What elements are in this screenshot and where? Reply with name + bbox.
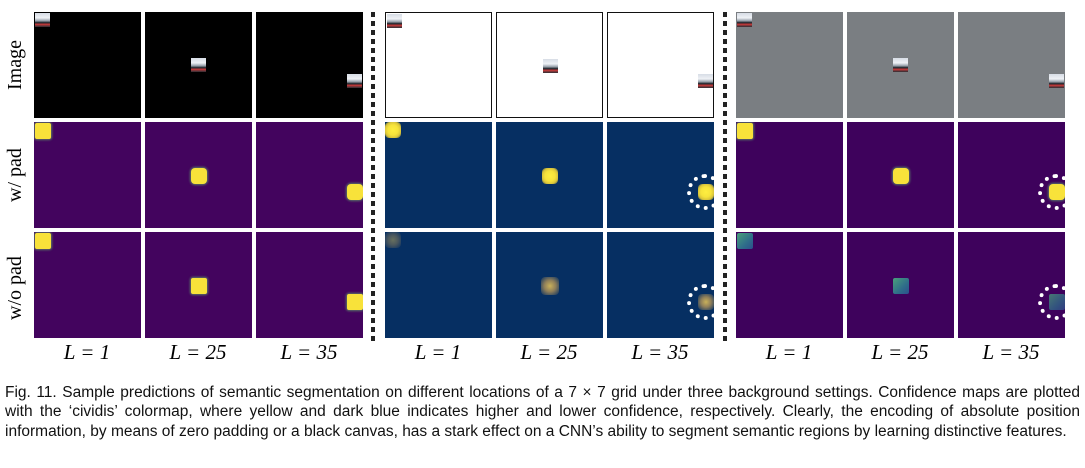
prediction-blob: [893, 168, 909, 184]
prediction-blob: [35, 123, 51, 139]
column-label: L = 1: [765, 340, 813, 364]
dotted-separator: [371, 12, 375, 344]
map-gray-nopad-L25: [847, 232, 954, 338]
highlight-circle: [687, 174, 714, 210]
map-black-pad-L1: [34, 122, 141, 228]
map-gray-pad-L35: [958, 122, 1065, 228]
column-label: L = 35: [631, 340, 689, 364]
column-label: L = 25: [520, 340, 578, 364]
row-label-without-pad: w/o pad: [4, 256, 26, 320]
column-label: L = 1: [63, 340, 111, 364]
prediction-blob: [737, 233, 753, 249]
map-gray-nopad-L35: [958, 232, 1065, 338]
highlight-circle: [1038, 284, 1065, 320]
row-label-with-pad: w/ pad: [4, 148, 26, 202]
map-white-pad-L1: [385, 122, 492, 228]
map-white-nopad-L35: [607, 232, 714, 338]
column-label: L = 35: [982, 340, 1040, 364]
figure-caption: Fig. 11. Sample predictions of semantic …: [5, 384, 1080, 440]
prediction-blob: [347, 294, 363, 310]
image-gray-L1: [736, 12, 843, 118]
image-black-L1: [34, 12, 141, 118]
prediction-blob: [737, 123, 753, 139]
car-patch: [35, 13, 50, 27]
car-patch: [387, 14, 402, 28]
map-black-nopad-L25: [145, 232, 252, 338]
row-label-image: Image: [4, 40, 26, 90]
map-white-nopad-L1: [385, 232, 492, 338]
map-black-nopad-L1: [34, 232, 141, 338]
map-black-nopad-L35: [256, 232, 363, 338]
figure-11: Image w/ pad w/o pad: [4, 12, 1065, 364]
image-black-L25: [145, 12, 252, 118]
prediction-blob: [347, 184, 363, 200]
prediction-blob: [541, 277, 559, 295]
prediction-blob: [191, 278, 207, 294]
car-patch: [893, 58, 908, 72]
column-label: L = 25: [169, 340, 227, 364]
prediction-blob: [893, 278, 909, 294]
map-black-pad-L35: [256, 122, 363, 228]
column-label: L = 1: [414, 340, 462, 364]
car-patch: [698, 74, 713, 88]
highlight-circle: [687, 284, 714, 320]
map-white-pad-L35: [607, 122, 714, 228]
prediction-blob: [542, 168, 558, 184]
dotted-separator: [723, 12, 727, 344]
map-gray-pad-L25: [847, 122, 954, 228]
car-patch: [543, 59, 558, 73]
map-gray-nopad-L1: [736, 232, 843, 338]
map-white-pad-L25: [496, 122, 603, 228]
image-white-L35: [607, 12, 714, 118]
map-white-nopad-L25: [496, 232, 603, 338]
map-black-pad-L25: [145, 122, 252, 228]
car-patch: [347, 74, 362, 88]
prediction-blob: [191, 168, 207, 184]
car-patch: [1049, 74, 1064, 88]
prediction-blob: [35, 233, 51, 249]
prediction-blob: [385, 122, 401, 138]
car-patch: [191, 58, 206, 72]
image-black-L35: [256, 12, 363, 118]
image-gray-L35: [958, 12, 1065, 118]
column-label: L = 35: [280, 340, 338, 364]
map-gray-pad-L1: [736, 122, 843, 228]
prediction-blob: [385, 232, 401, 248]
image-white-L25: [496, 12, 603, 118]
column-label: L = 25: [871, 340, 929, 364]
image-gray-L25: [847, 12, 954, 118]
car-patch: [737, 13, 752, 27]
highlight-circle: [1038, 174, 1065, 210]
image-white-L1: [385, 12, 492, 118]
